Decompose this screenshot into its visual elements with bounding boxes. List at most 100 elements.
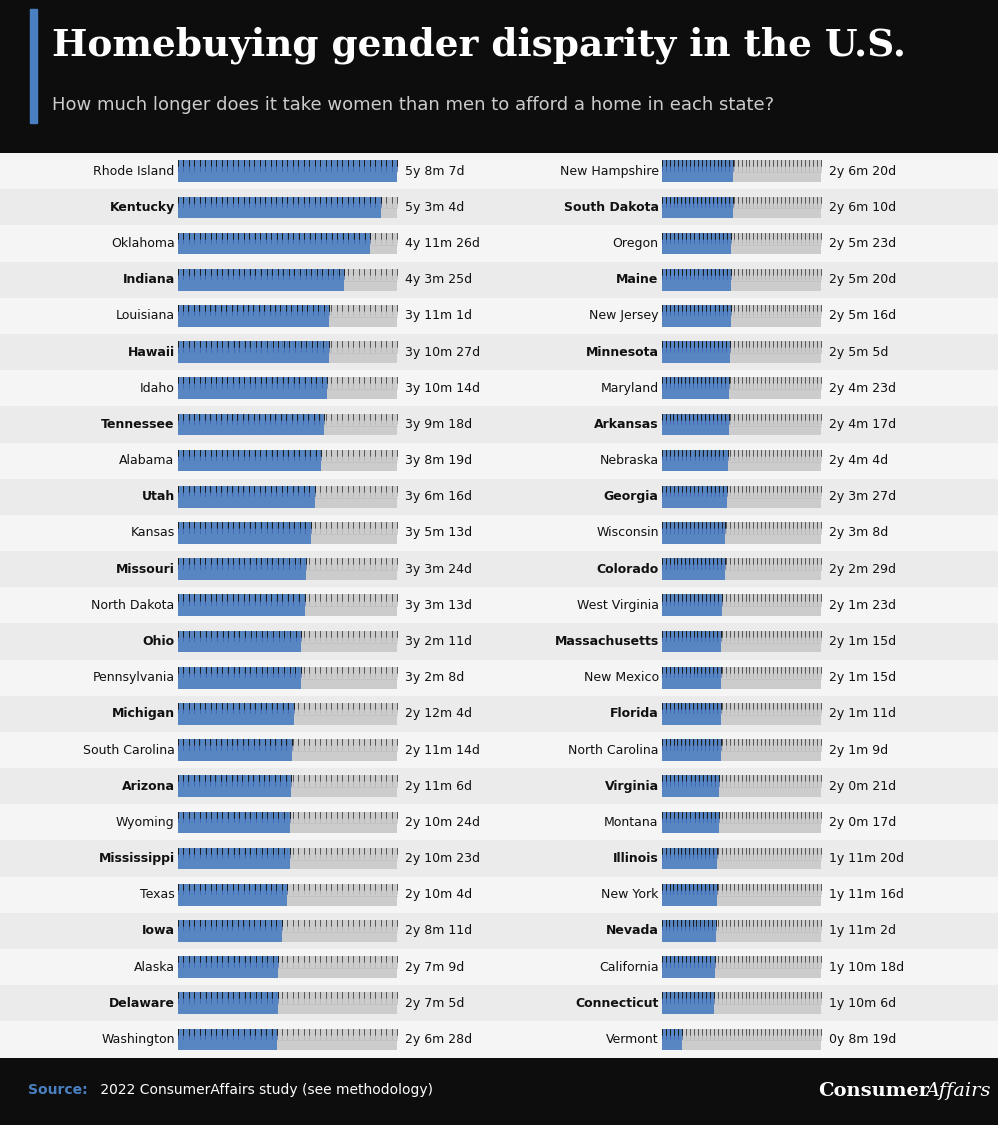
Text: 2y 11m 6d: 2y 11m 6d: [405, 780, 472, 793]
Text: 4y 3m 25d: 4y 3m 25d: [405, 273, 472, 286]
Text: Arkansas: Arkansas: [594, 418, 659, 431]
Bar: [0, 695, 998, 732]
Bar: [662, 414, 729, 435]
Bar: [0, 225, 998, 262]
Bar: [178, 414, 397, 435]
Bar: [178, 594, 304, 616]
Text: Arizona: Arizona: [122, 780, 175, 793]
Bar: [0, 515, 998, 551]
Text: 2y 7m 5d: 2y 7m 5d: [405, 997, 464, 1010]
Text: Homebuying gender disparity in the U.S.: Homebuying gender disparity in the U.S.: [52, 27, 906, 64]
Bar: [0, 804, 998, 840]
Bar: [662, 233, 732, 254]
Bar: [178, 161, 397, 182]
Text: Montana: Montana: [604, 816, 659, 829]
Text: Illinois: Illinois: [613, 852, 659, 865]
Bar: [0, 732, 998, 768]
Text: Pennsylvania: Pennsylvania: [93, 672, 175, 684]
Bar: [662, 1028, 682, 1051]
Bar: [178, 884, 287, 906]
Bar: [178, 739, 397, 760]
Bar: [662, 739, 721, 760]
Text: 3y 10m 14d: 3y 10m 14d: [405, 381, 480, 395]
Bar: [178, 956, 278, 978]
Bar: [178, 1028, 277, 1051]
Bar: [0, 262, 998, 298]
Bar: [0, 623, 998, 659]
Text: 4y 11m 26d: 4y 11m 26d: [405, 237, 480, 250]
Text: 3y 6m 16d: 3y 6m 16d: [405, 490, 472, 503]
Text: 2y 6m 10d: 2y 6m 10d: [829, 201, 896, 214]
Bar: [0, 406, 998, 442]
Bar: [0, 334, 998, 370]
Text: 2y 5m 16d: 2y 5m 16d: [829, 309, 896, 323]
Text: 2y 7m 9d: 2y 7m 9d: [405, 961, 464, 973]
Bar: [662, 920, 821, 942]
Text: Alaska: Alaska: [134, 961, 175, 973]
Text: Maine: Maine: [617, 273, 659, 286]
Bar: [662, 305, 821, 326]
Bar: [0, 768, 998, 804]
Text: 3y 9m 18d: 3y 9m 18d: [405, 418, 472, 431]
Text: Consumer: Consumer: [818, 1082, 929, 1100]
Text: Georgia: Georgia: [604, 490, 659, 503]
Bar: [178, 377, 327, 399]
Text: 1y 10m 6d: 1y 10m 6d: [829, 997, 896, 1010]
Bar: [0, 479, 998, 515]
Text: 3y 2m 8d: 3y 2m 8d: [405, 672, 464, 684]
Bar: [0, 659, 998, 695]
Text: 3y 8m 19d: 3y 8m 19d: [405, 455, 472, 467]
Bar: [662, 703, 721, 724]
Text: Alabama: Alabama: [120, 455, 175, 467]
Text: 2y 10m 23d: 2y 10m 23d: [405, 852, 480, 865]
Bar: [178, 920, 281, 942]
Bar: [0, 334, 998, 370]
Bar: [0, 912, 998, 950]
Bar: [178, 377, 397, 399]
Bar: [178, 811, 397, 834]
Text: 3y 3m 13d: 3y 3m 13d: [405, 598, 472, 612]
Bar: [0, 768, 998, 804]
Bar: [662, 197, 733, 218]
Bar: [0, 189, 998, 225]
Bar: [178, 703, 397, 724]
Bar: [178, 594, 397, 616]
Text: Maryland: Maryland: [601, 381, 659, 395]
Text: 2y 0m 17d: 2y 0m 17d: [829, 816, 896, 829]
Bar: [662, 992, 714, 1014]
Text: 2y 6m 20d: 2y 6m 20d: [829, 164, 896, 178]
Text: 2y 2m 29d: 2y 2m 29d: [829, 562, 896, 576]
Bar: [0, 442, 998, 479]
Bar: [178, 450, 321, 471]
Bar: [0, 950, 998, 986]
Text: How much longer does it take women than men to afford a home in each state?: How much longer does it take women than …: [52, 96, 774, 114]
Bar: [178, 558, 397, 580]
Text: 0y 8m 19d: 0y 8m 19d: [829, 1033, 896, 1046]
Text: 2y 0m 21d: 2y 0m 21d: [829, 780, 896, 793]
Bar: [178, 847, 289, 870]
Bar: [178, 956, 397, 978]
Bar: [178, 558, 305, 580]
Bar: [178, 775, 290, 796]
Bar: [662, 161, 734, 182]
Text: 5y 3m 4d: 5y 3m 4d: [405, 201, 464, 214]
Bar: [0, 986, 998, 1022]
Text: 2y 4m 4d: 2y 4m 4d: [829, 455, 888, 467]
Bar: [662, 161, 821, 182]
Text: Affairs: Affairs: [925, 1082, 991, 1100]
Bar: [0, 298, 998, 334]
Text: West Virginia: West Virginia: [577, 598, 659, 612]
Bar: [178, 992, 278, 1014]
Bar: [178, 414, 324, 435]
Bar: [178, 161, 397, 182]
Text: Wyoming: Wyoming: [116, 816, 175, 829]
Bar: [0, 840, 998, 876]
Text: 2y 5m 23d: 2y 5m 23d: [829, 237, 896, 250]
Text: Delaware: Delaware: [109, 997, 175, 1010]
Bar: [178, 197, 397, 218]
Bar: [0, 1022, 998, 1058]
Bar: [178, 305, 397, 326]
Bar: [178, 667, 300, 688]
Bar: [662, 450, 728, 471]
Bar: [662, 667, 722, 688]
